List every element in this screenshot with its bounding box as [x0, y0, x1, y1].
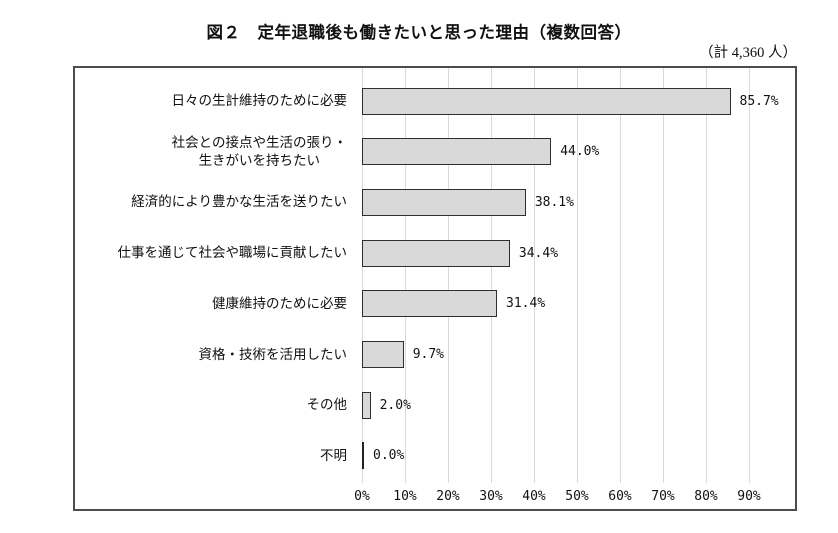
bar: [362, 290, 498, 318]
gridline: [663, 68, 664, 483]
value-label: 9.7%: [412, 347, 445, 362]
total-count-label: （計 4,360 人）: [699, 45, 797, 61]
gridline: [620, 68, 621, 483]
category-label: 日々の生計維持のために必要: [75, 92, 355, 110]
value-label: 85.7%: [739, 93, 779, 109]
category-label: 不明: [75, 447, 355, 465]
gridline: [362, 68, 363, 483]
bar: [362, 87, 731, 115]
value-label: 44.0%: [560, 144, 600, 160]
gridline: [491, 68, 492, 483]
category-label-text: 資格・技術を活用したい: [198, 346, 348, 362]
category-label: 資格・技術を活用したい: [75, 346, 355, 364]
x-tick-label: 40%: [522, 489, 546, 504]
chart-frame: 0% 10% 20% 30% 40% 50% 60% 70% 80% 90% 日々の生計維持のために…: [73, 66, 797, 511]
x-tick-label: 90%: [737, 489, 761, 504]
bar: [362, 138, 552, 166]
value-label: 0.0%: [373, 448, 405, 464]
value-label: 34.4%: [518, 245, 559, 261]
x-tick-label: 30%: [479, 489, 503, 504]
x-tick-label: 0%: [354, 489, 370, 504]
category-label-text: 経済的により豊かな生活を送りたい: [131, 194, 347, 210]
category-label-text: 日々の生計維持のために必要: [171, 93, 348, 108]
x-tick-label: 20%: [436, 489, 460, 504]
bar: [362, 239, 510, 267]
x-tick-label: 60%: [608, 489, 632, 504]
gridline: [448, 68, 449, 483]
gridline: [706, 68, 707, 483]
x-tick-label: 80%: [694, 489, 718, 504]
zero-bar: [362, 442, 364, 470]
category-label: その他: [75, 396, 355, 414]
gridline: [577, 68, 578, 483]
x-tick-label: 70%: [651, 489, 675, 504]
category-label: 仕事を通じて社会や職場に貢献したい: [75, 244, 355, 262]
category-label-text: 社会との接点や生活の張り・ 生きがいを持ちたい: [171, 134, 347, 168]
figure-title: 図２ 定年退職後も働きたいと思った理由（複数回答）: [206, 24, 632, 42]
value-label: 2.0%: [379, 397, 411, 413]
x-tick-label: 50%: [565, 489, 589, 504]
bar: [362, 341, 404, 368]
value-label: 38.1%: [534, 194, 574, 210]
bar: [362, 188, 526, 216]
bar: [362, 391, 371, 419]
gridline: [405, 68, 406, 483]
category-label-text: 不明: [320, 447, 347, 463]
plot-area: 0% 10% 20% 30% 40% 50% 60% 70% 80% 90% 日々の生計維持のために…: [75, 68, 795, 509]
category-label-text: 健康維持のために必要: [212, 295, 347, 311]
category-label: 健康維持のために必要: [75, 295, 355, 313]
category-label-text: 仕事を通じて社会や職場に貢献したい: [117, 245, 348, 261]
gridline: [749, 68, 750, 483]
category-label-text: その他: [306, 397, 348, 413]
x-tick-label: 10%: [393, 489, 417, 504]
gridline: [534, 68, 535, 483]
category-label: 経済的により豊かな生活を送りたい: [75, 193, 355, 211]
value-label: 31.4%: [506, 296, 546, 312]
category-label: 社会との接点や生活の張り・ 生きがいを持ちたい: [75, 134, 355, 170]
